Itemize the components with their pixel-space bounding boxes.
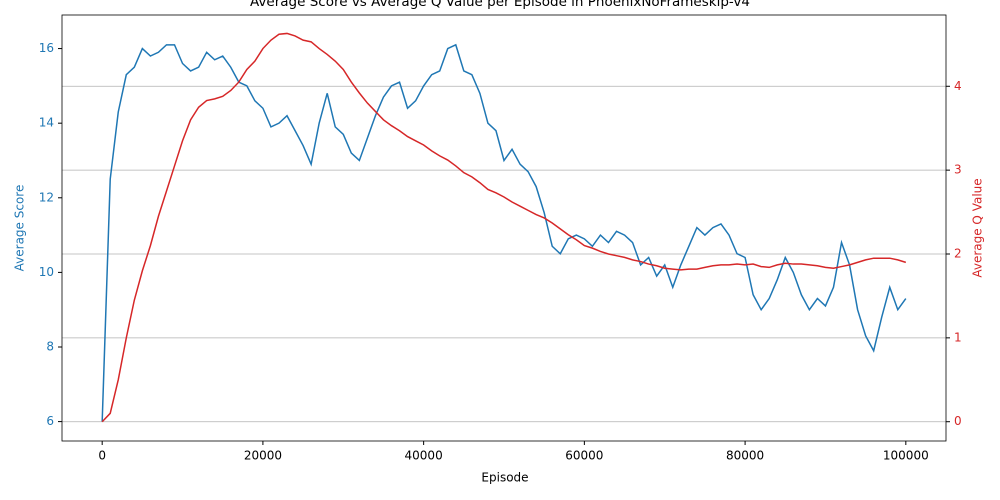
y2-axis-label: Average Q Value	[971, 178, 985, 277]
x-tick-label: 100000	[883, 449, 929, 463]
data-line	[101, 32, 907, 423]
x-tick-label: 0	[98, 449, 106, 463]
x-tick-label: 40000	[405, 449, 443, 463]
plot-frame	[61, 14, 947, 442]
y-tick-label: 8	[46, 339, 54, 353]
y-tick-label: 10	[39, 265, 54, 279]
y-tick-label: 12	[39, 190, 54, 204]
y-tick-label: 16	[39, 41, 54, 55]
chart-title: Average Score vs Average Q Value per Epi…	[250, 0, 750, 10]
y2-tick-label: 0	[954, 414, 962, 428]
x-axis-label: Episode	[481, 471, 528, 485]
x-tick-label: 80000	[726, 449, 764, 463]
y2-tick-label: 2	[954, 246, 962, 260]
y2-tick-label: 1	[954, 330, 962, 344]
x-tick-label: 60000	[565, 449, 603, 463]
y-tick-label: 14	[39, 116, 54, 130]
y-axis-label: Average Score	[13, 185, 27, 272]
y2-tick-label: 4	[954, 79, 962, 93]
data-line	[101, 43, 907, 422]
x-tick-label: 20000	[244, 449, 282, 463]
y2-tick-label: 3	[954, 163, 962, 177]
y-tick-label: 6	[46, 414, 54, 428]
